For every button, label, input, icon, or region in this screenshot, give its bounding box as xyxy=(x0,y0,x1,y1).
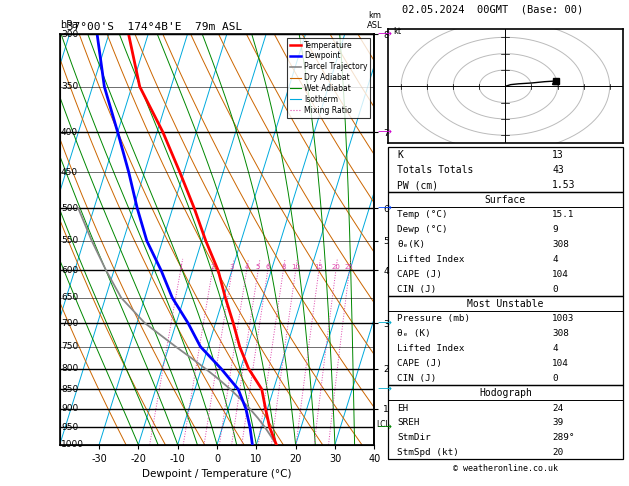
Text: -37°00'S  174°4B'E  79m ASL: -37°00'S 174°4B'E 79m ASL xyxy=(60,21,242,32)
Text: hPa: hPa xyxy=(60,20,77,30)
Text: 4: 4 xyxy=(245,264,249,270)
Text: CAPE (J): CAPE (J) xyxy=(398,270,442,279)
Text: 4: 4 xyxy=(552,255,558,264)
Text: Most Unstable: Most Unstable xyxy=(467,299,543,309)
Text: km
ASL: km ASL xyxy=(367,11,382,30)
Text: Pressure (mb): Pressure (mb) xyxy=(398,314,470,323)
Text: StmDir: StmDir xyxy=(398,433,431,442)
Text: Hodograph: Hodograph xyxy=(479,388,532,398)
Text: ⟶: ⟶ xyxy=(377,384,391,394)
Text: Lifted Index: Lifted Index xyxy=(398,344,465,353)
Text: 650: 650 xyxy=(61,293,78,302)
Text: 6: 6 xyxy=(265,264,270,270)
Text: 350: 350 xyxy=(61,82,78,91)
Text: 0: 0 xyxy=(552,285,558,294)
Bar xyxy=(388,296,623,385)
Text: θₑ(K): θₑ(K) xyxy=(398,240,426,249)
Text: Dewp (°C): Dewp (°C) xyxy=(398,225,448,234)
Text: 4: 4 xyxy=(552,344,558,353)
Text: 25: 25 xyxy=(345,264,353,270)
Text: 800: 800 xyxy=(61,364,78,373)
Text: 900: 900 xyxy=(61,404,78,413)
Text: StmSpd (kt): StmSpd (kt) xyxy=(398,448,459,457)
Bar xyxy=(388,385,623,459)
Text: 1.53: 1.53 xyxy=(552,180,576,190)
Text: Totals Totals: Totals Totals xyxy=(398,165,474,175)
X-axis label: Dewpoint / Temperature (°C): Dewpoint / Temperature (°C) xyxy=(142,469,292,479)
Text: 850: 850 xyxy=(61,385,78,394)
Text: 700: 700 xyxy=(61,318,78,328)
Text: 400: 400 xyxy=(61,128,78,137)
Bar xyxy=(388,147,623,192)
Text: PW (cm): PW (cm) xyxy=(398,180,438,190)
Text: 104: 104 xyxy=(552,359,569,368)
Text: 600: 600 xyxy=(61,266,78,275)
Text: 5: 5 xyxy=(256,264,260,270)
Text: Lifted Index: Lifted Index xyxy=(398,255,465,264)
Text: CIN (J): CIN (J) xyxy=(398,285,437,294)
Text: 20: 20 xyxy=(552,448,564,457)
Text: 3: 3 xyxy=(230,264,235,270)
Text: 43: 43 xyxy=(552,165,564,175)
Text: 02.05.2024  00GMT  (Base: 00): 02.05.2024 00GMT (Base: 00) xyxy=(402,5,584,15)
Text: 289°: 289° xyxy=(552,433,575,442)
Text: CAPE (J): CAPE (J) xyxy=(398,359,442,368)
Text: 15.1: 15.1 xyxy=(552,210,575,219)
Legend: Temperature, Dewpoint, Parcel Trajectory, Dry Adiabat, Wet Adiabat, Isotherm, Mi: Temperature, Dewpoint, Parcel Trajectory… xyxy=(287,38,370,118)
Text: 308: 308 xyxy=(552,240,569,249)
Text: 500: 500 xyxy=(61,204,78,213)
Text: 300: 300 xyxy=(61,30,78,38)
Text: 13: 13 xyxy=(552,151,564,160)
Text: SREH: SREH xyxy=(398,418,420,427)
Text: ⟶: ⟶ xyxy=(377,318,391,328)
Text: 9: 9 xyxy=(552,225,558,234)
Text: θₑ (K): θₑ (K) xyxy=(398,329,431,338)
Text: CIN (J): CIN (J) xyxy=(398,374,437,383)
Bar xyxy=(388,192,623,296)
Text: 2: 2 xyxy=(210,264,214,270)
Text: 104: 104 xyxy=(552,270,569,279)
Text: EH: EH xyxy=(398,403,409,413)
Text: ⟶: ⟶ xyxy=(377,29,391,39)
Text: Surface: Surface xyxy=(485,195,526,205)
Text: ⟶: ⟶ xyxy=(377,203,391,213)
Text: K: K xyxy=(398,151,403,160)
Text: © weatheronline.co.uk: © weatheronline.co.uk xyxy=(453,464,558,473)
Text: 950: 950 xyxy=(61,423,78,432)
Text: 550: 550 xyxy=(61,236,78,245)
Text: kt: kt xyxy=(393,27,401,36)
Text: 1003: 1003 xyxy=(552,314,575,323)
Text: 450: 450 xyxy=(61,168,78,177)
Text: 0: 0 xyxy=(552,374,558,383)
Text: LCL: LCL xyxy=(376,420,389,429)
Text: 39: 39 xyxy=(552,418,564,427)
Text: 1: 1 xyxy=(179,264,183,270)
Text: 10: 10 xyxy=(291,264,300,270)
Text: 308: 308 xyxy=(552,329,569,338)
Text: ⟶: ⟶ xyxy=(377,127,391,137)
Text: 750: 750 xyxy=(61,342,78,351)
Text: Temp (°C): Temp (°C) xyxy=(398,210,448,219)
Text: 1000: 1000 xyxy=(61,440,84,449)
Text: 24: 24 xyxy=(552,403,564,413)
Text: 20: 20 xyxy=(331,264,340,270)
Text: 15: 15 xyxy=(314,264,323,270)
Text: ⟶: ⟶ xyxy=(377,422,391,432)
Text: 8: 8 xyxy=(281,264,286,270)
